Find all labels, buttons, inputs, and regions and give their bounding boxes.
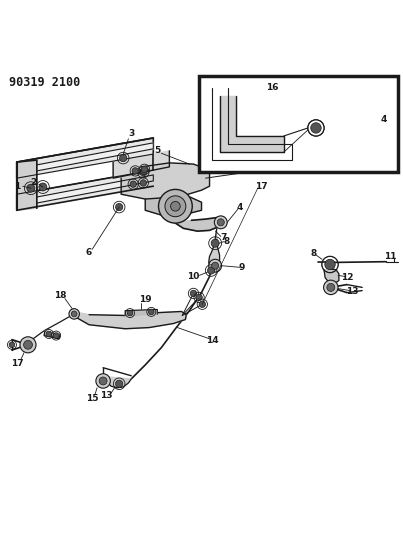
- Circle shape: [217, 219, 224, 226]
- Text: 1: 1: [15, 182, 21, 191]
- Text: 13: 13: [346, 287, 359, 296]
- Circle shape: [327, 284, 335, 292]
- Text: 6: 6: [86, 248, 92, 257]
- Circle shape: [27, 184, 35, 192]
- Text: 9: 9: [239, 263, 245, 272]
- Circle shape: [24, 341, 32, 349]
- Polygon shape: [125, 310, 157, 316]
- Polygon shape: [73, 311, 186, 329]
- Circle shape: [46, 331, 52, 337]
- Circle shape: [39, 183, 47, 191]
- Circle shape: [9, 342, 15, 348]
- Text: 18: 18: [54, 291, 66, 300]
- Circle shape: [324, 280, 338, 295]
- Circle shape: [325, 259, 335, 270]
- Text: 5: 5: [154, 147, 160, 155]
- Circle shape: [20, 337, 36, 353]
- Circle shape: [69, 309, 79, 319]
- Circle shape: [120, 155, 127, 161]
- Circle shape: [140, 168, 147, 176]
- Circle shape: [209, 259, 222, 272]
- Circle shape: [158, 189, 192, 223]
- Text: 2: 2: [31, 179, 37, 188]
- Polygon shape: [113, 151, 169, 178]
- Circle shape: [196, 294, 202, 301]
- Circle shape: [53, 333, 59, 338]
- Circle shape: [214, 216, 227, 229]
- Text: 17: 17: [255, 182, 267, 191]
- Text: 3: 3: [129, 128, 135, 138]
- Circle shape: [132, 168, 139, 174]
- Text: 8: 8: [223, 237, 230, 246]
- Circle shape: [96, 374, 110, 388]
- Polygon shape: [324, 269, 339, 284]
- Polygon shape: [107, 377, 131, 388]
- Text: 14: 14: [206, 336, 219, 345]
- Text: 4: 4: [237, 203, 243, 212]
- Circle shape: [208, 267, 215, 274]
- Circle shape: [148, 309, 154, 314]
- Text: 8: 8: [310, 249, 316, 258]
- Circle shape: [116, 380, 123, 387]
- Polygon shape: [209, 229, 220, 268]
- Text: 12: 12: [341, 273, 353, 282]
- Polygon shape: [121, 163, 210, 199]
- Text: 4: 4: [381, 116, 387, 124]
- Circle shape: [127, 310, 133, 316]
- Circle shape: [311, 123, 321, 133]
- Polygon shape: [17, 170, 153, 211]
- Polygon shape: [17, 160, 37, 211]
- Text: 13: 13: [100, 391, 113, 400]
- Circle shape: [212, 262, 219, 269]
- Circle shape: [116, 204, 123, 211]
- Circle shape: [130, 181, 137, 188]
- Circle shape: [211, 239, 219, 247]
- Bar: [199, 76, 398, 172]
- Polygon shape: [37, 175, 153, 203]
- Polygon shape: [17, 138, 153, 178]
- Text: 17: 17: [11, 359, 24, 368]
- Polygon shape: [175, 217, 221, 231]
- Circle shape: [165, 196, 186, 217]
- Text: 10: 10: [187, 272, 199, 281]
- Circle shape: [99, 377, 107, 385]
- Circle shape: [190, 290, 197, 297]
- Text: 11: 11: [384, 252, 397, 261]
- Circle shape: [71, 311, 77, 317]
- Text: 16: 16: [266, 83, 278, 92]
- Text: 7: 7: [221, 233, 227, 242]
- Circle shape: [140, 180, 146, 186]
- Polygon shape: [37, 143, 153, 171]
- Circle shape: [141, 166, 147, 173]
- Text: 19: 19: [139, 295, 152, 304]
- Polygon shape: [145, 195, 202, 215]
- Text: 15: 15: [86, 394, 98, 403]
- Circle shape: [170, 201, 180, 211]
- Polygon shape: [44, 331, 60, 339]
- Text: 90319 2100: 90319 2100: [9, 76, 80, 88]
- Polygon shape: [220, 96, 284, 152]
- Circle shape: [199, 301, 206, 308]
